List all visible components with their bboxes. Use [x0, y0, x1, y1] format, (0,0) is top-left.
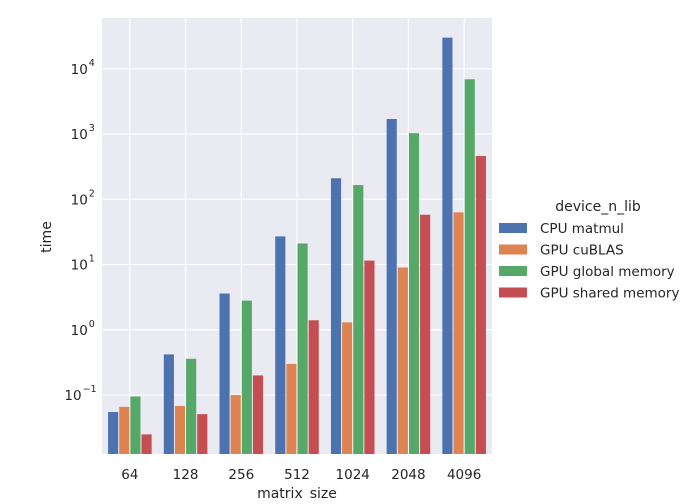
bar	[397, 267, 408, 454]
y-tick-base: 10	[64, 388, 81, 404]
y-tick-label: 10 0	[71, 319, 95, 339]
bar	[353, 185, 364, 454]
y-tick-base: 10	[71, 258, 88, 274]
bar	[297, 243, 308, 454]
grid	[102, 18, 492, 454]
x-tick-label: 128	[173, 467, 199, 483]
bar	[364, 260, 375, 454]
bar	[241, 300, 252, 454]
bar	[219, 293, 230, 454]
y-tick-base: 10	[71, 62, 88, 78]
x-tick-label: 256	[228, 467, 254, 483]
bar	[442, 37, 453, 455]
legend-swatch	[499, 266, 527, 276]
bar	[275, 236, 286, 454]
x-tick-label: 1024	[336, 467, 370, 483]
bar	[308, 320, 319, 454]
y-tick-label: 10 2	[71, 188, 95, 208]
y-tick-exponent: 4	[89, 58, 95, 69]
bar	[252, 375, 264, 454]
legend-label: GPU cuBLAS	[540, 243, 624, 259]
legend-label: GPU global memory	[540, 264, 675, 280]
bar	[163, 354, 174, 454]
bar	[119, 406, 130, 454]
bar	[475, 156, 486, 455]
bar	[108, 412, 119, 454]
x-tick-label: 512	[284, 467, 310, 483]
bar	[408, 133, 420, 454]
y-tick-exponent: 0	[89, 319, 95, 330]
y-tick-base: 10	[71, 192, 88, 208]
legend-swatch	[499, 287, 527, 298]
bar	[197, 414, 208, 454]
y-tick-exponent: 1	[89, 254, 95, 265]
bar	[186, 358, 197, 454]
legend-swatch	[499, 223, 527, 233]
bars	[108, 37, 486, 455]
bar	[330, 178, 342, 454]
bar	[286, 363, 297, 454]
y-tick-label: 10 4	[71, 58, 95, 78]
y-tick-label: 10 3	[71, 123, 95, 143]
legend: device_n_lib CPU matmul GPU cuBLAS GPU glo…	[499, 199, 679, 302]
legend-swatch	[499, 244, 527, 255]
legend-label: CPU matmul	[540, 221, 624, 237]
bar	[342, 322, 353, 454]
y-tick-label: 10 1	[71, 254, 95, 274]
legend-title: device_n_lib	[555, 199, 641, 215]
bar	[386, 118, 397, 454]
bar	[130, 396, 141, 454]
x-tick-label: 4096	[447, 467, 481, 483]
bar	[141, 434, 152, 454]
y-tick-label: 10 −1	[64, 384, 96, 404]
bar	[453, 212, 464, 454]
x-tick-label: 2048	[391, 467, 425, 483]
y-tick-exponent: 2	[89, 188, 95, 199]
x-tick-labels: 64 128 256 512 1024 2048 4096	[121, 467, 481, 483]
y-tick-exponent: −1	[83, 384, 97, 395]
legend-label: GPU shared memory	[540, 286, 679, 302]
bar	[174, 405, 186, 454]
y-tick-base: 10	[71, 323, 88, 339]
y-tick-base: 10	[71, 127, 88, 143]
y-axis-label: time	[39, 221, 55, 253]
bar	[420, 214, 431, 454]
x-tick-label: 64	[121, 467, 138, 483]
x-axis-label: matrix_size	[257, 486, 337, 500]
bar	[464, 79, 475, 454]
bar	[230, 395, 241, 454]
y-tick-exponent: 3	[89, 123, 95, 134]
